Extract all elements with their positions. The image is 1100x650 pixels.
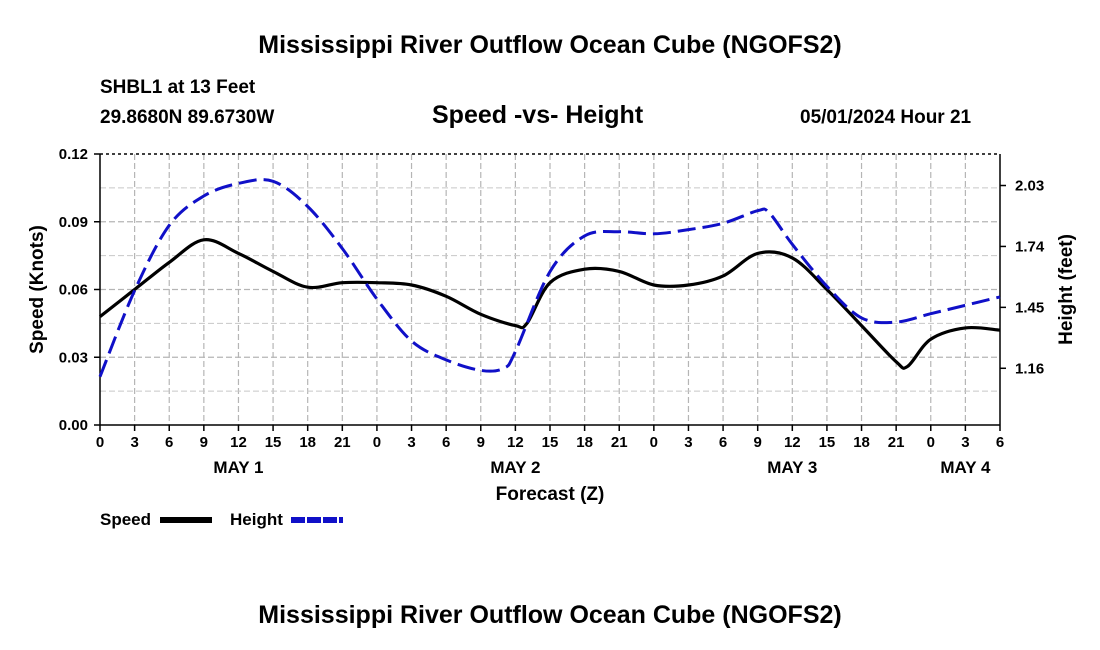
x-tick-label: 6 <box>719 434 727 451</box>
chart-axes <box>94 153 1006 431</box>
chart-labels: 0 3 6 9 12 15 18 21 0 3 6 9 12 15 18 21 0 3 6 9 12 15 18 21 0 3 6M… <box>27 146 1077 505</box>
date-label: MAY 2 <box>490 458 540 477</box>
x-tick-label: 3 <box>684 434 692 451</box>
x-tick-label: 12 <box>230 434 247 451</box>
x-tick-label: 0 <box>373 434 381 451</box>
x-tick-label: 3 <box>961 434 969 451</box>
forecast-datetime: 05/01/2024 Hour 21 <box>800 107 972 128</box>
x-tick-label: 3 <box>130 434 138 451</box>
legend-height-swatch <box>291 517 343 523</box>
x-tick-label: 0 <box>650 434 658 451</box>
y-tick-label: 0.03 <box>59 349 88 366</box>
x-tick-label: 18 <box>576 434 593 451</box>
footer-title: Mississippi River Outflow Ocean Cube (NG… <box>258 601 842 629</box>
y2-tick-label: 2.03 <box>1015 178 1044 195</box>
date-label: MAY 3 <box>767 458 817 477</box>
x-tick-label: 18 <box>299 434 316 451</box>
x-tick-label: 9 <box>754 434 762 451</box>
chart-series <box>98 178 1001 378</box>
y-axis-title: Speed (Knots) <box>27 225 48 354</box>
chart-title: Speed -vs- Height <box>432 101 644 129</box>
x-tick-label: 6 <box>165 434 173 451</box>
y-tick-label: 0.06 <box>59 282 88 299</box>
station-coords: 29.8680N 89.6730W <box>100 107 275 128</box>
x-tick-label: 18 <box>853 434 870 451</box>
chart-grid <box>100 154 1000 425</box>
legend-speed-swatch <box>160 517 212 523</box>
y2-axis-title: Height (feet) <box>1056 234 1077 345</box>
x-tick-label: 0 <box>927 434 935 451</box>
x-tick-label: 6 <box>996 434 1004 451</box>
x-tick-label: 0 <box>96 434 104 451</box>
legend-height-label: Height <box>230 510 283 529</box>
x-tick-label: 9 <box>200 434 208 451</box>
series-line-height <box>98 178 1001 378</box>
page-title: Mississippi River Outflow Ocean Cube (NG… <box>258 31 842 59</box>
series-line-speed <box>99 238 1001 370</box>
station-label: SHBL1 at 13 Feet <box>100 77 256 98</box>
x-tick-label: 12 <box>784 434 801 451</box>
y2-tick-label: 1.16 <box>1015 360 1044 377</box>
y-tick-label: 0.09 <box>59 214 88 231</box>
y2-tick-label: 1.45 <box>1015 299 1044 316</box>
y-tick-label: 0.12 <box>59 146 88 163</box>
x-tick-label: 21 <box>611 434 628 451</box>
x-tick-label: 15 <box>542 434 559 451</box>
date-label: MAY 4 <box>940 458 991 477</box>
x-tick-label: 3 <box>407 434 415 451</box>
x-tick-label: 6 <box>442 434 450 451</box>
x-tick-label: 21 <box>334 434 351 451</box>
date-label: MAY 1 <box>213 458 263 477</box>
x-tick-label: 15 <box>265 434 282 451</box>
x-tick-label: 12 <box>507 434 524 451</box>
y-tick-label: 0.00 <box>59 417 88 434</box>
y2-tick-label: 1.74 <box>1015 238 1045 255</box>
legend-speed-label: Speed <box>100 510 152 529</box>
x-axis-title: Forecast (Z) <box>496 484 605 505</box>
x-tick-label: 15 <box>819 434 836 451</box>
speed-height-chart: 0 3 6 9 12 15 18 21 0 3 6 9 12 15 18 21 0 3 6 9 12 15 18 21 0 3 6M… <box>27 146 1077 505</box>
x-tick-label: 21 <box>888 434 905 451</box>
x-tick-label: 9 <box>477 434 485 451</box>
